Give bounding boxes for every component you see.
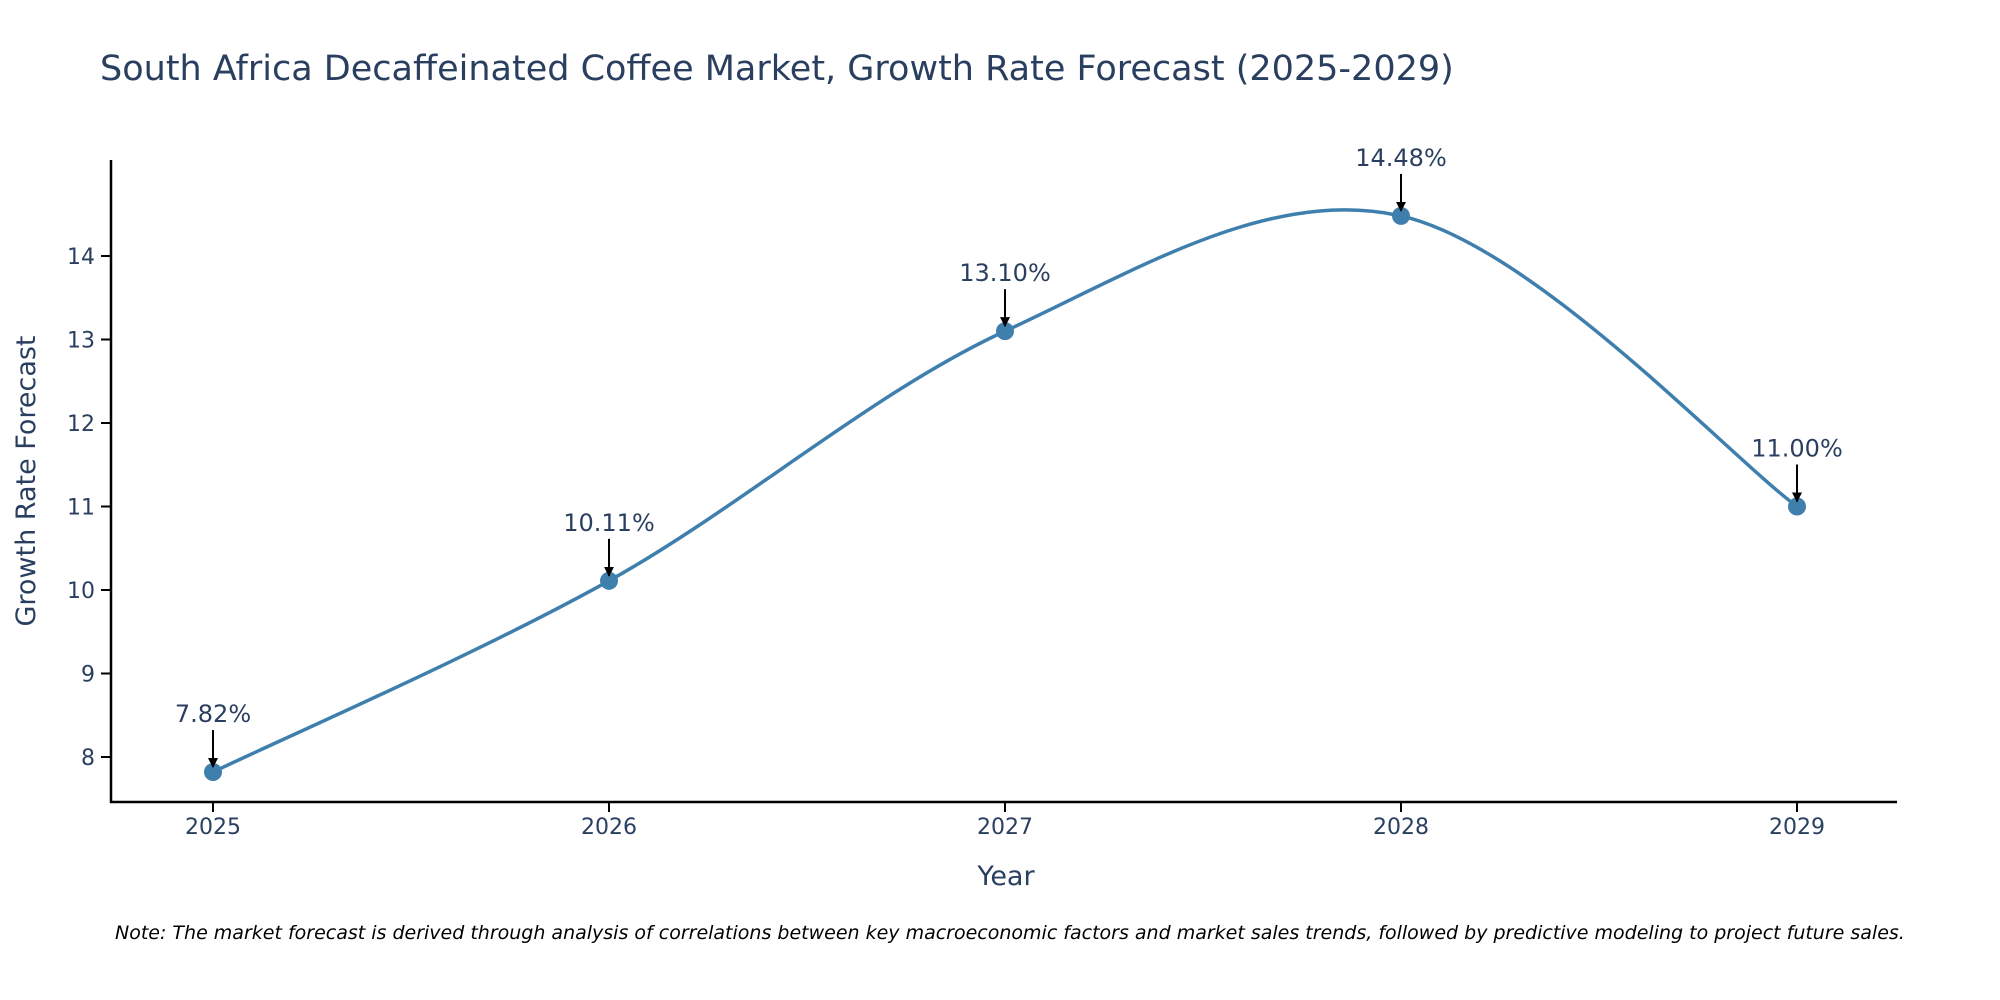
footnote: Note: The market forecast is derived thr…	[115, 922, 1905, 944]
y-tick-label: 13	[67, 329, 95, 354]
y-tick-label: 9	[81, 663, 95, 688]
x-tick-label: 2029	[1769, 815, 1825, 840]
y-tick-label: 10	[67, 579, 95, 604]
data-label-2027: 13.10%	[959, 259, 1051, 287]
data-label-2025: 7.82%	[175, 700, 251, 728]
x-tick-label: 2026	[581, 815, 637, 840]
x-axis-ticks: 2025 2026 2027 2028 2029	[185, 802, 1825, 840]
chart-title: South Africa Decaffeinated Coffee Market…	[100, 49, 1454, 89]
y-tick-label: 11	[67, 496, 95, 521]
x-tick-label: 2027	[977, 815, 1033, 840]
plot-area: 8 9 10 11 12 13 14 2025 2026 2027 2028 2029 7.82% 1…	[67, 144, 1897, 840]
y-tick-label: 12	[67, 412, 95, 437]
y-axis-ticks: 8 9 10 11 12 13 14	[67, 245, 111, 771]
y-axis-title: Growth Rate Forecast	[11, 335, 42, 626]
x-axis-title: Year	[976, 861, 1035, 892]
x-tick-label: 2028	[1373, 815, 1429, 840]
data-label-2028: 14.48%	[1355, 144, 1447, 172]
data-annotations: 7.82% 10.11% 13.10% 14.48% 11.00%	[175, 144, 1843, 769]
data-label-2029: 11.00%	[1751, 435, 1843, 463]
data-label-2026: 10.11%	[563, 509, 655, 537]
y-tick-label: 14	[67, 245, 95, 270]
y-tick-label: 8	[81, 746, 95, 771]
x-tick-label: 2025	[185, 815, 241, 840]
